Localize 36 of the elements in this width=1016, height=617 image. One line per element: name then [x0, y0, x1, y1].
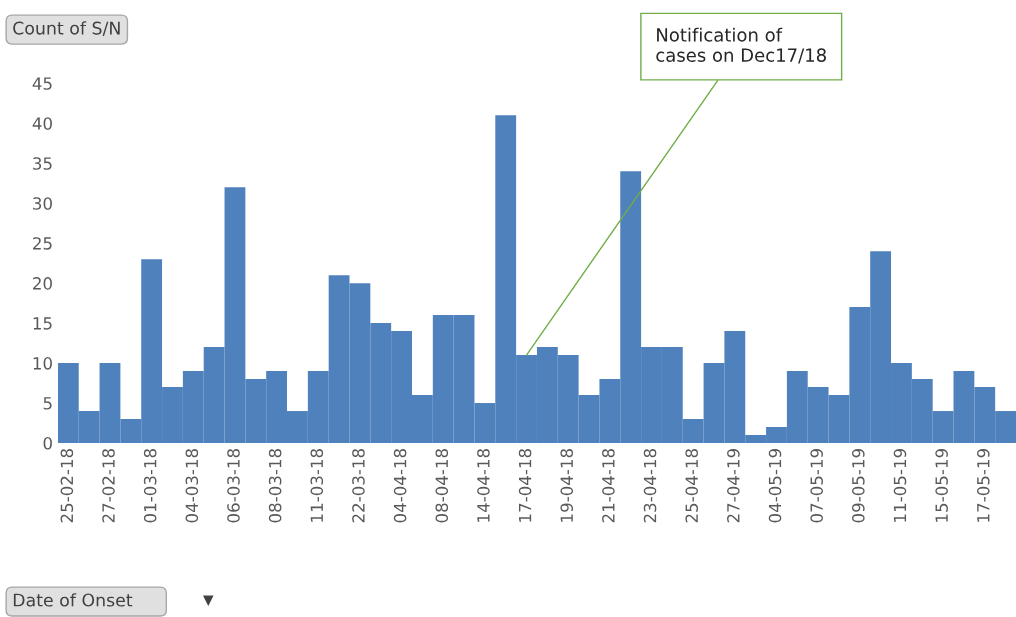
x-tick-label: 21-04-18	[602, 449, 615, 523]
x-axis-title: Date of Onset	[13, 593, 133, 607]
x-tick-label: 19-04-18	[560, 449, 574, 522]
x-tick-label: 25-04-18	[685, 449, 698, 523]
x-tick-label: 11-03-18	[310, 449, 324, 522]
y-tick-label: 35	[33, 157, 52, 170]
y-tick-label: 15	[33, 317, 52, 330]
x-tick-label: 25-02-18	[60, 449, 74, 523]
x-tick-label: 09-05-19	[852, 449, 865, 523]
y-tick-label: 40	[32, 117, 52, 130]
y-tick-label: 10	[33, 357, 52, 370]
y-tick-label: 30	[33, 197, 52, 210]
y-tick-label: 20	[33, 277, 52, 290]
x-tick-label: 17-04-18	[518, 449, 532, 522]
x-tick-label: 06-03-18	[227, 449, 240, 523]
x-tick-label: 27-04-19	[727, 449, 740, 523]
y-tick-label: 25	[33, 237, 52, 250]
y-tick-label: 5	[43, 397, 52, 410]
y-tick-label: 45	[32, 77, 52, 90]
x-tick-label: 04-03-18	[185, 449, 199, 523]
annotation: Notification of cases on Dec17/18	[656, 27, 826, 64]
x-tick-label: 22-03-18	[352, 449, 365, 523]
x-tick-label: 04-04-18	[393, 449, 407, 523]
x-tick-label: 15-05-19	[935, 449, 948, 522]
x-tick-label: 04-05-19	[768, 449, 782, 523]
x-tick-label: 08-03-18	[268, 449, 282, 523]
y-tick-label: 0	[43, 436, 52, 450]
x-tick-label: 17-05-19	[976, 449, 990, 522]
x-tick-label: 27-02-18	[102, 449, 115, 523]
x-tick-label: 14-04-18	[477, 449, 490, 522]
x-tick-label: 11-05-19	[893, 449, 907, 522]
x-tick-label: 08-04-18	[435, 449, 449, 523]
y-axis-title: Count of S/N	[13, 21, 120, 37]
x-tick-label: 23-04-18	[643, 449, 657, 523]
x-tick-label: 01-03-18	[143, 449, 157, 523]
x-tick-label: 07-05-19	[810, 449, 823, 523]
